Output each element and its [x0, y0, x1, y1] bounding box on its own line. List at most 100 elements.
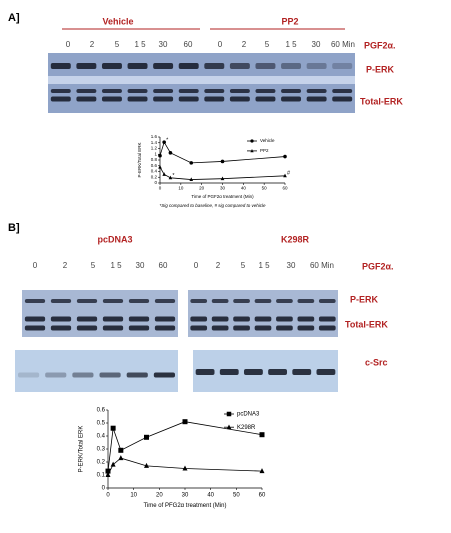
band: [153, 63, 174, 69]
panel-label: A]: [8, 12, 20, 24]
band: [153, 372, 176, 378]
x-tick-label: 40: [207, 493, 214, 499]
lane-label: 0: [194, 261, 199, 270]
band: [292, 369, 312, 375]
band: [297, 316, 315, 322]
band: [204, 96, 225, 102]
marker: [158, 165, 162, 169]
band: [128, 325, 150, 331]
band: [50, 63, 71, 69]
band: [229, 63, 250, 69]
x-tick-label: 0: [159, 186, 162, 191]
band: [276, 299, 293, 303]
band: [281, 96, 302, 102]
marker: [182, 419, 188, 425]
band: [17, 372, 40, 378]
band: [306, 63, 327, 69]
x-tick-label: 10: [130, 493, 137, 499]
band: [50, 325, 72, 331]
band: [276, 325, 293, 331]
lane-label: 1 5: [110, 261, 122, 270]
legend-label: PP2: [260, 148, 269, 153]
band: [101, 63, 122, 69]
band: [297, 325, 315, 331]
lane-label: 30: [312, 40, 321, 49]
marker: [283, 173, 287, 178]
marker: [144, 434, 149, 440]
y-tick-label: 0.6: [97, 408, 106, 414]
blot-label: P-ERK: [366, 64, 395, 74]
marker: [189, 161, 194, 165]
y-tick-label: 0.6: [151, 163, 158, 168]
band: [276, 316, 293, 322]
band: [128, 316, 150, 322]
band: [219, 369, 239, 375]
marker: [110, 461, 116, 467]
lane-label: 60: [159, 261, 168, 270]
band: [318, 325, 336, 331]
annotation: *: [166, 137, 169, 143]
band: [153, 89, 174, 93]
x-tick-label: 20: [156, 493, 163, 499]
band: [127, 96, 148, 102]
group-label: K298R: [281, 234, 310, 244]
lane-label: 60 Min: [331, 40, 355, 49]
group-label: pcDNA3: [97, 234, 132, 244]
lane-label: 2: [90, 40, 95, 49]
marker: [118, 447, 124, 453]
band: [204, 63, 225, 69]
band: [50, 299, 72, 303]
band: [99, 372, 121, 378]
y-tick-label: 1.2: [151, 146, 158, 151]
band: [190, 325, 208, 331]
marker: [250, 139, 254, 143]
marker: [105, 468, 111, 474]
band: [154, 299, 176, 303]
band: [268, 369, 288, 375]
blot: [193, 350, 338, 392]
lane-label: 0: [33, 261, 38, 270]
y-tick-label: 0.2: [151, 174, 158, 179]
band: [126, 372, 148, 378]
y-tick-label: 0.5: [97, 421, 106, 427]
band: [178, 89, 199, 93]
band: [76, 316, 98, 322]
lane-label: 60 Min: [310, 261, 334, 270]
y-tick-label: 0.1: [97, 473, 106, 479]
band: [254, 325, 272, 331]
legend-label: pcDNA3: [237, 412, 260, 418]
marker: [168, 175, 173, 180]
blot-label: P-ERK: [350, 294, 379, 304]
marker: [144, 462, 149, 468]
annotation: *: [172, 173, 175, 179]
lane-label: 1 5: [134, 40, 146, 49]
y-tick-label: 0: [102, 486, 106, 492]
y-tick-label: 0: [154, 180, 157, 185]
blot-divider: [48, 76, 355, 84]
y-tick-label: 0.4: [151, 169, 158, 174]
band: [50, 96, 71, 102]
band: [24, 325, 46, 331]
marker: [162, 140, 166, 144]
band: [255, 63, 276, 69]
lane-label: 60: [184, 40, 193, 49]
band: [101, 89, 122, 93]
band: [76, 63, 97, 69]
band: [229, 96, 250, 102]
x-tick-label: 0: [106, 493, 110, 499]
lane-label: 30: [287, 261, 296, 270]
x-tick-label: 60: [259, 493, 266, 499]
blot-label: Total-ERK: [360, 96, 403, 106]
band: [153, 96, 174, 102]
footnote: *Sig compared to baseline, # sig compare…: [159, 203, 266, 208]
band: [204, 89, 225, 93]
band: [316, 369, 336, 375]
lane-label: 30: [136, 261, 145, 270]
lane-label: 5: [265, 40, 270, 49]
y-axis-label: P-ERK/Total ERK: [137, 142, 142, 177]
series-line: [159, 166, 286, 180]
band: [211, 316, 229, 322]
band: [254, 316, 272, 322]
band: [211, 325, 229, 331]
